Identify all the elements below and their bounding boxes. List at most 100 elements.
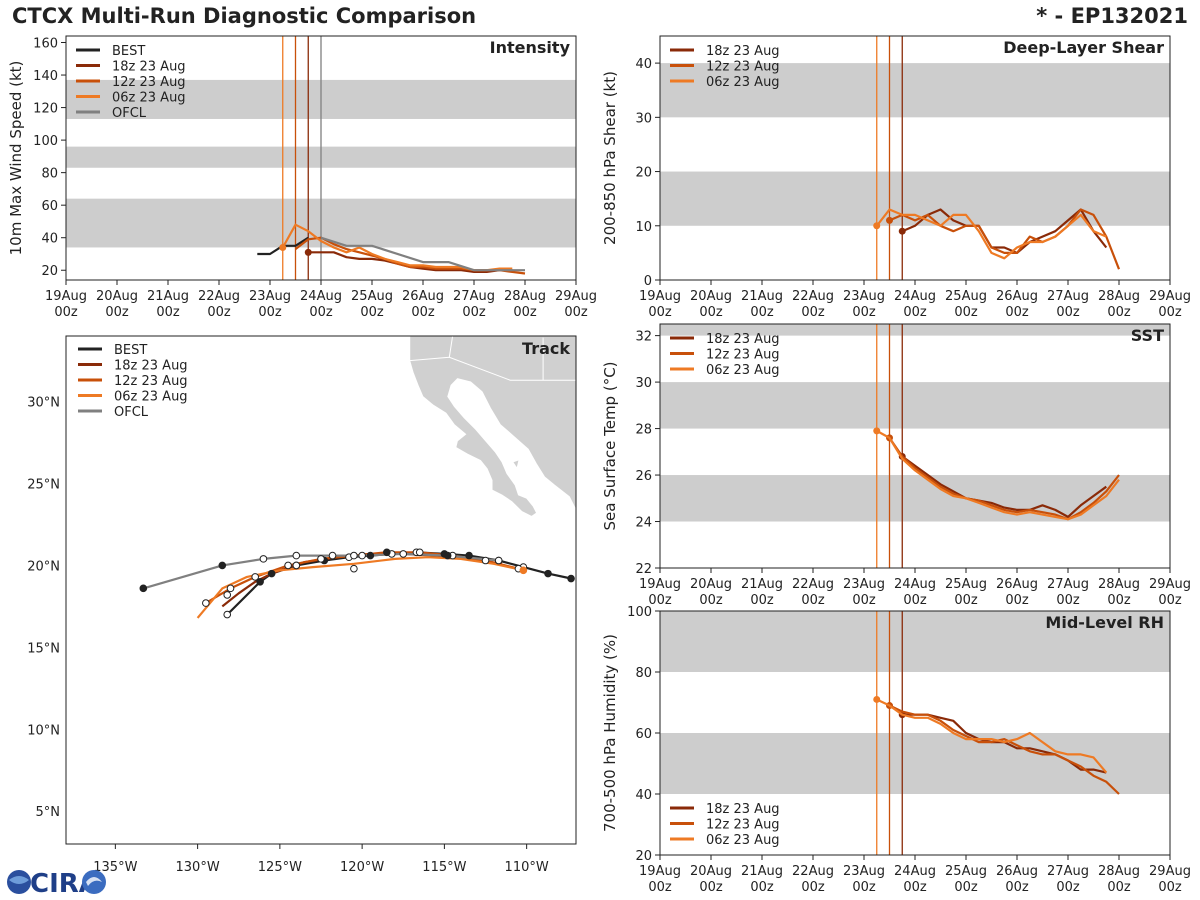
x-tick-label: 27Aug (1047, 289, 1089, 304)
track-point-12z-23-aug (350, 551, 358, 560)
storm-swirl-icon (82, 870, 106, 894)
x-tick-label: 27Aug (453, 289, 495, 304)
x-tick-label: 00z (750, 593, 774, 608)
y-tick-label: 20°N (27, 559, 60, 574)
x-tick-label: 00z (1005, 593, 1029, 608)
track-point-06z-23-aug (223, 591, 232, 599)
x-tick-label: 26Aug (402, 289, 444, 304)
x-tick-label: 25Aug (945, 289, 987, 304)
series-marker-12z-23-aug (886, 216, 893, 224)
x-tick-label: 00z (648, 593, 672, 608)
x-tick-label: 22Aug (792, 577, 834, 592)
track-point-best (544, 569, 552, 578)
x-tick-label: 21Aug (741, 577, 783, 592)
y-tick-label: 20 (635, 166, 652, 181)
series-line-06z-23-aug (876, 698, 1108, 774)
y-tick-label: 120 (33, 102, 58, 117)
y-tick-label: 160 (33, 37, 58, 52)
series-line-12z-23-aug (889, 704, 1120, 795)
x-tick-label: 00z (852, 305, 876, 320)
x-tick-label: 00z (462, 305, 486, 320)
series-line-12z-23-aug (888, 437, 1120, 521)
x-tick-label: 00z (699, 593, 723, 608)
y-axis-label: Sea Surface Temp (°C) (601, 361, 619, 530)
map-frame (65, 335, 577, 845)
track-point-best (267, 569, 276, 578)
x-tick-label: 20Aug (690, 289, 732, 304)
y-tick-label: 80 (635, 666, 652, 681)
x-tick-label: 00z (1056, 593, 1080, 608)
x-tick-label: 00z (801, 593, 825, 608)
x-tick-label: 00z (801, 305, 825, 320)
x-tick-label: 19Aug (45, 289, 87, 304)
y-tick-label: 20 (41, 264, 58, 279)
x-tick-label: 28Aug (504, 289, 546, 304)
legend-label: 12z 23 Aug (114, 374, 188, 389)
x-tick-label: 24Aug (894, 577, 936, 592)
track-point-ofcl (139, 584, 148, 593)
legend-label: 06z 23 Aug (114, 390, 188, 405)
x-tick-label: 26Aug (996, 864, 1038, 879)
x-tick-label: 00z (1005, 305, 1029, 320)
track-point-12z-23-aug (481, 556, 490, 565)
x-tick-label: 23Aug (249, 289, 291, 304)
track-point-12z-23-aug (251, 573, 259, 581)
legend-label: 18z 23 Aug (706, 44, 780, 59)
x-tick-label: 00z (1056, 305, 1080, 320)
x-tick-label: 130°W (176, 860, 220, 875)
series-marker-06z-23-aug (873, 222, 881, 230)
panel-rh: 19Aug00z20Aug00z21Aug00z22Aug00z23Aug00z… (601, 605, 1191, 895)
y-tick-label: 10°N (27, 723, 60, 738)
x-tick-label: 29Aug (555, 289, 597, 304)
track-point-12z-23-aug (226, 584, 235, 593)
series-line-12z-23-aug (889, 208, 1121, 270)
y-tick-label: 30 (635, 376, 652, 391)
x-tick-label: 00z (207, 305, 231, 320)
x-tick-label: 00z (1107, 880, 1131, 895)
y-tick-label: 5°N (36, 805, 61, 820)
x-tick-label: 00z (1158, 880, 1182, 895)
x-tick-label: 00z (360, 305, 384, 320)
series-line-18z-23-aug (901, 455, 1107, 519)
track-point-ofcl (399, 550, 408, 558)
track-point-12z-23-aug (202, 599, 210, 607)
x-tick-label: 19Aug (639, 577, 681, 592)
y-tick-label: 26 (635, 469, 652, 484)
legend-label: 06z 23 Aug (706, 833, 780, 848)
legend-label: 12z 23 Aug (706, 818, 780, 833)
y-tick-label: 40 (41, 232, 58, 247)
x-tick-label: 00z (750, 880, 774, 895)
x-tick-label: 19Aug (639, 289, 681, 304)
x-tick-label: 24Aug (894, 864, 936, 879)
track-point-ofcl (328, 551, 337, 560)
panel-title: Intensity (490, 38, 571, 57)
y-tick-label: 60 (41, 199, 58, 214)
track-point-12z-23-aug (317, 555, 325, 563)
panel-intensity: 19Aug00z20Aug00z21Aug00z22Aug00z23Aug00z… (7, 35, 597, 320)
x-tick-label: 23Aug (843, 864, 885, 879)
x-tick-label: 00z (852, 593, 876, 608)
y-tick-label: 100 (33, 134, 58, 149)
shaded-band (660, 171, 1170, 226)
series-marker-06z-23-aug (873, 427, 881, 435)
series-marker-18z-23-aug (898, 227, 906, 235)
track-line-06z-23-aug (196, 556, 524, 619)
x-tick-label: 27Aug (1047, 864, 1089, 879)
map-layer (139, 336, 576, 619)
x-tick-label: 00z (903, 880, 927, 895)
y-tick-label: 28 (635, 423, 652, 438)
panel-sst: 19Aug00z20Aug00z21Aug00z22Aug00z23Aug00z… (601, 323, 1191, 608)
track-point-best (567, 574, 575, 583)
border-line (409, 356, 576, 381)
x-tick-label: 110°W (505, 860, 549, 875)
land-mass (409, 336, 576, 517)
x-tick-label: 22Aug (198, 289, 240, 304)
series-line-ofcl (320, 236, 525, 272)
x-tick-label: 00z (648, 305, 672, 320)
legend-label: 12z 23 Aug (112, 75, 186, 90)
y-axis-label: 700-500 hPa Humidity (%) (601, 634, 619, 832)
x-tick-label: 00z (801, 880, 825, 895)
